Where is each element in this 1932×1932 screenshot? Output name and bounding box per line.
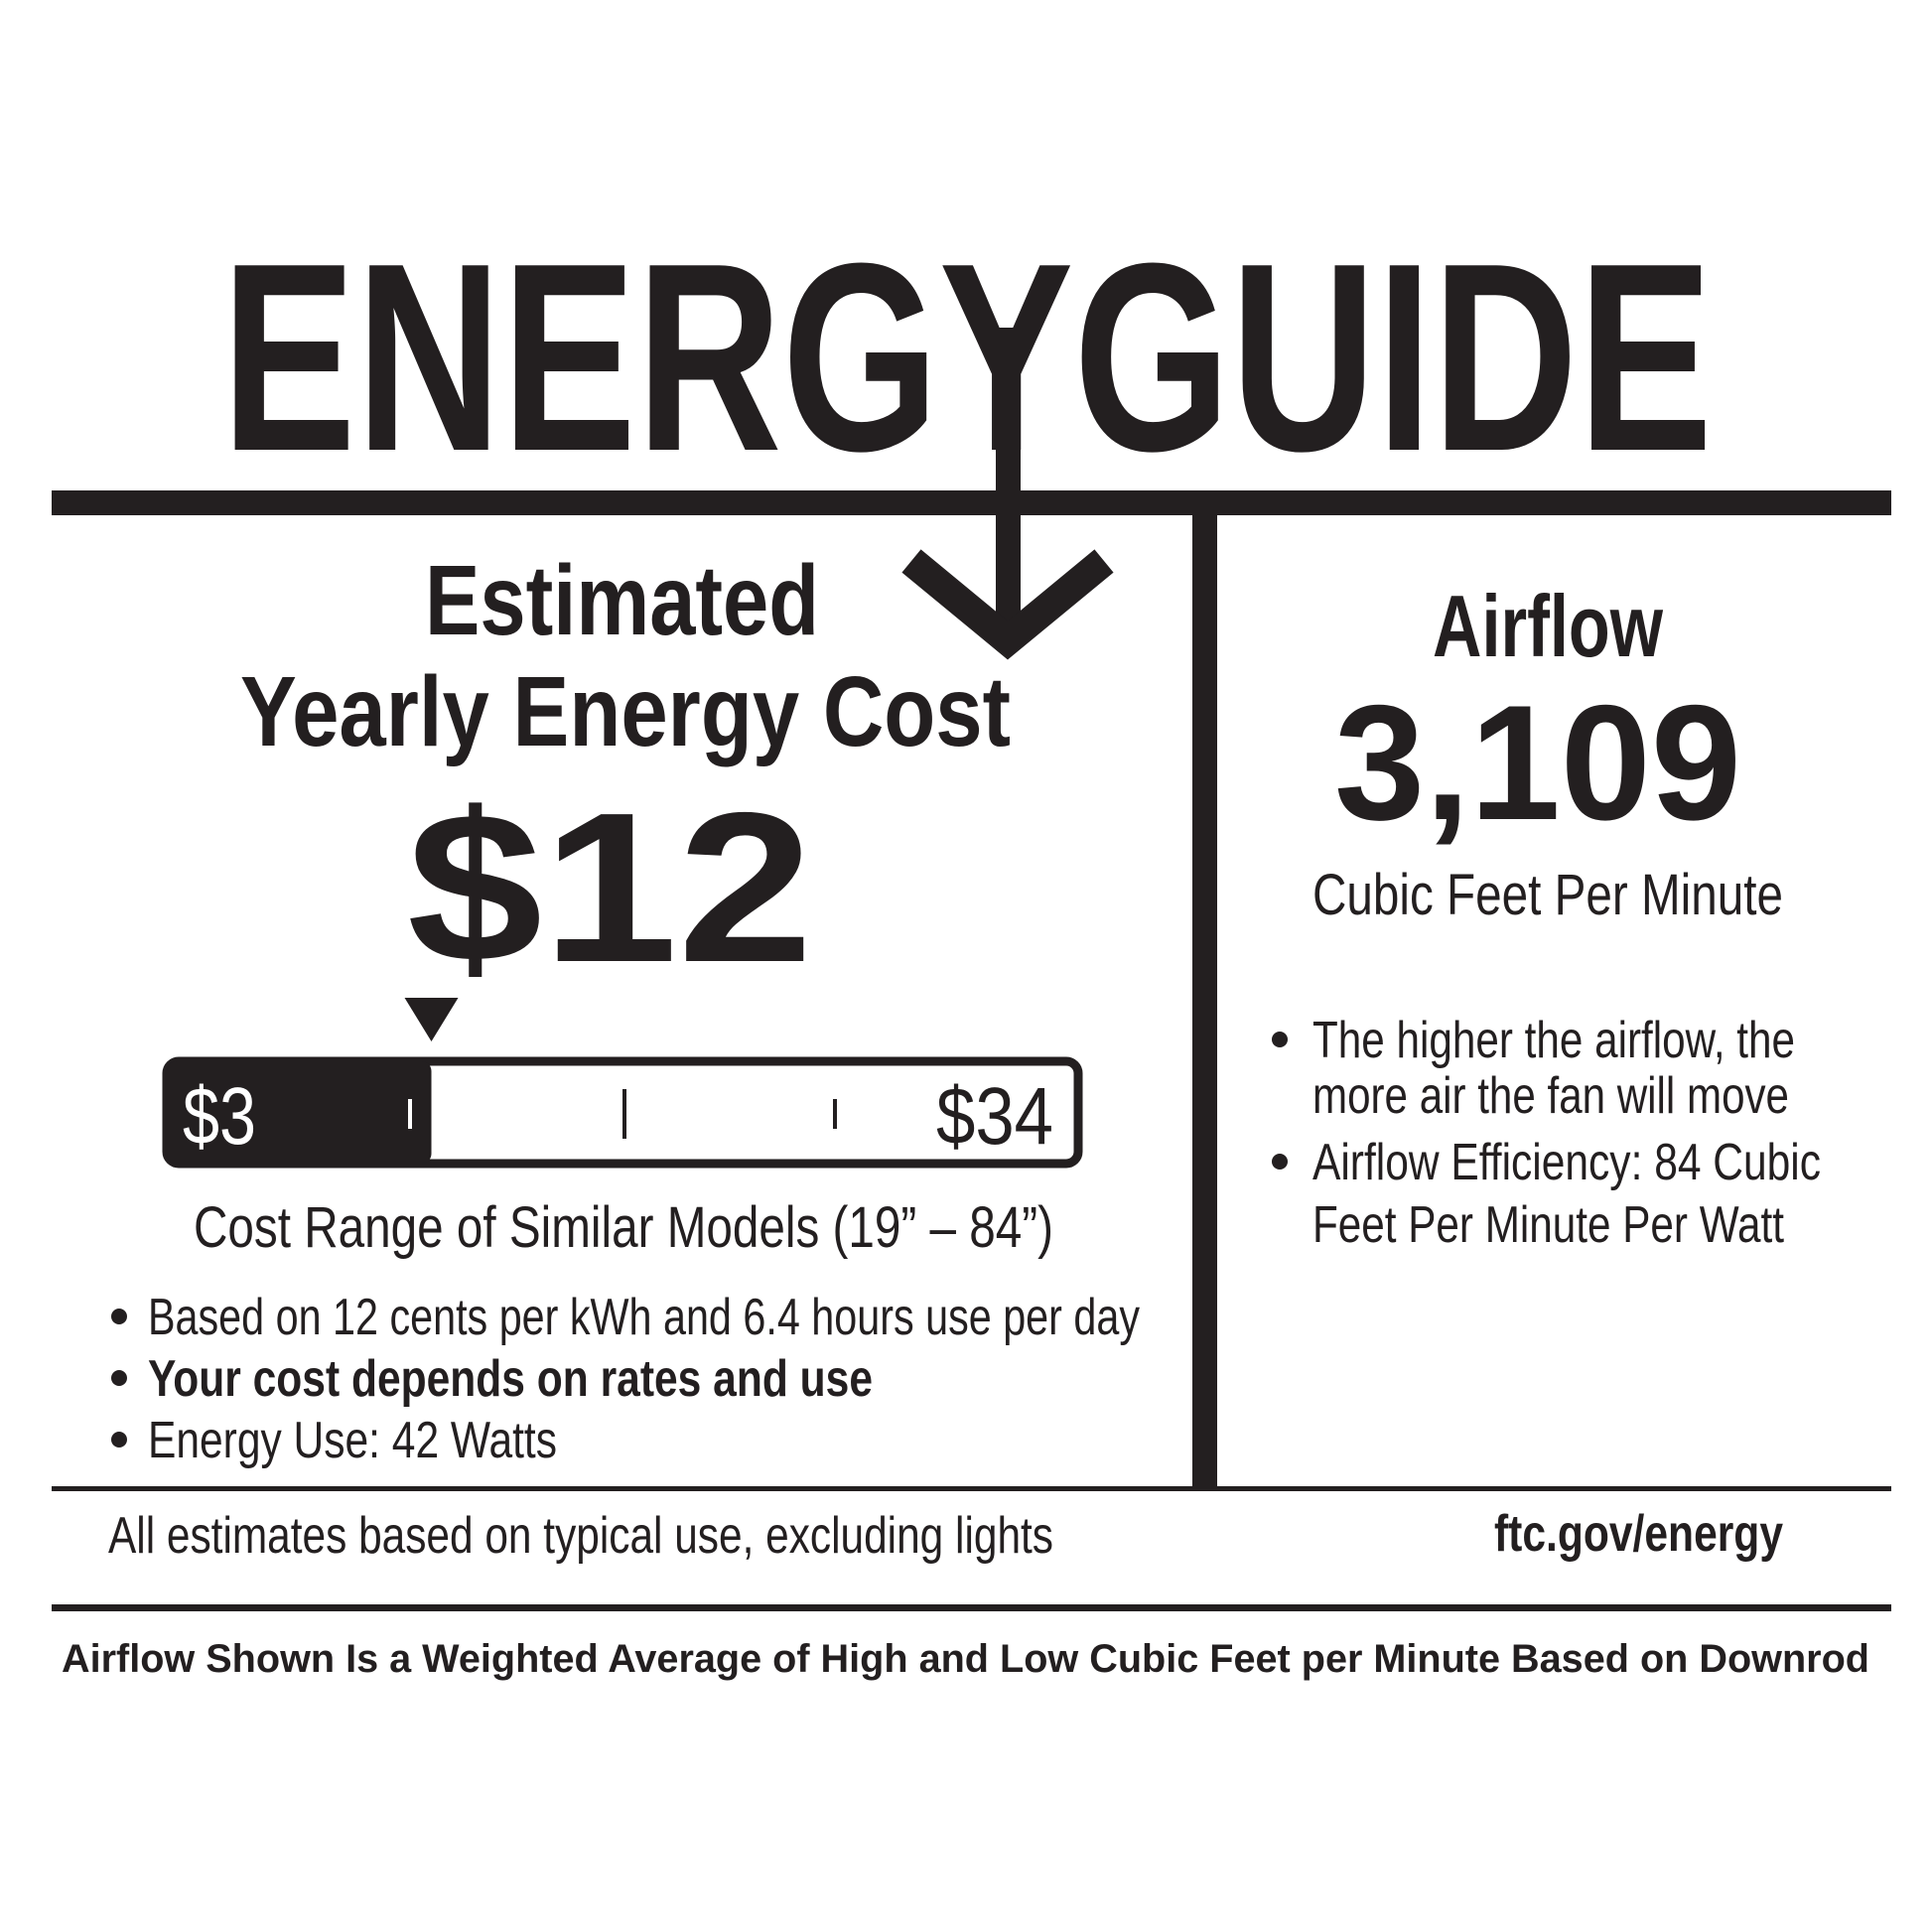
footer-rule	[52, 1486, 1891, 1491]
scale-tick	[833, 1099, 837, 1129]
bullet-icon	[1272, 1154, 1288, 1170]
bullet-icon	[111, 1432, 127, 1448]
disclaimer-rule	[52, 1604, 1891, 1611]
airflow-bullet-line: more air the fan will move	[1312, 1067, 1789, 1125]
cost-bullet: Energy Use: 42 Watts	[148, 1412, 557, 1469]
cost-range-scale: $3 $34	[162, 998, 1083, 1169]
yearly-cost-value: $12	[407, 767, 813, 1007]
top-rule	[52, 490, 1891, 515]
range-max-label: $34	[936, 1071, 1053, 1162]
cost-bullet: Your cost depends on rates and use	[148, 1350, 873, 1408]
range-caption: Cost Range of Similar Models (19” – 84”)	[194, 1195, 1053, 1260]
airflow-bullets: The higher the airflow, the more air the…	[1272, 1012, 1821, 1254]
footer-note: All estimates based on typical use, excl…	[108, 1507, 1053, 1565]
airflow-disclaimer: Airflow Shown Is a Weighted Average of H…	[62, 1637, 1869, 1681]
scale-tick	[622, 1089, 626, 1139]
cost-bullet: Based on 12 cents per kWh and 6.4 hours …	[148, 1289, 1140, 1346]
cost-bullets: Based on 12 cents per kWh and 6.4 hours …	[111, 1289, 1140, 1469]
cost-marker-triangle-icon	[404, 998, 459, 1041]
ftc-link[interactable]: ftc.gov/energy	[1494, 1505, 1783, 1563]
column-divider	[1192, 515, 1217, 1487]
scale-fill	[167, 1061, 432, 1164]
cost-heading-line2: Yearly Energy Cost	[240, 656, 1011, 767]
label-title: ENERGYGUIDE	[221, 208, 1713, 507]
airflow-unit: Cubic Feet Per Minute	[1312, 863, 1783, 927]
bullet-icon	[111, 1370, 127, 1386]
bullet-icon	[1272, 1032, 1288, 1047]
down-arrow-icon	[901, 328, 1114, 660]
bullet-icon	[111, 1309, 127, 1324]
cost-heading-line1: Estimated	[425, 545, 819, 656]
range-min-label: $3	[183, 1071, 256, 1162]
scale-tick	[408, 1099, 412, 1129]
airflow-bullet-line: Airflow Efficiency: 84 Cubic	[1312, 1134, 1821, 1191]
airflow-value: 3,109	[1334, 671, 1741, 854]
airflow-bullet-line: Feet Per Minute Per Watt	[1312, 1196, 1784, 1254]
airflow-bullet-line: The higher the airflow, the	[1312, 1012, 1795, 1069]
airflow-heading: Airflow	[1433, 577, 1663, 675]
